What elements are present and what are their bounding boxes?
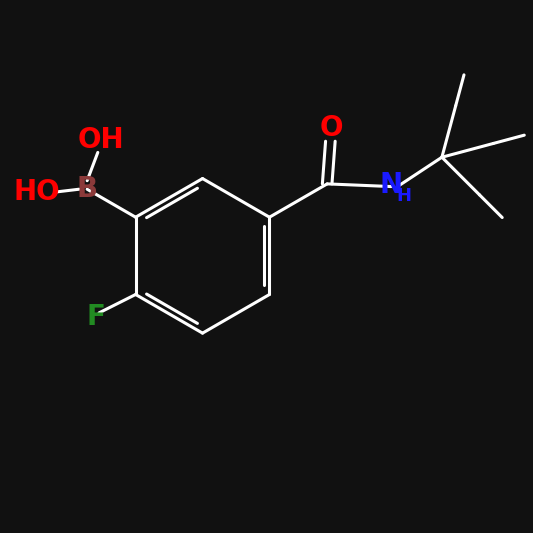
Text: H: H	[397, 187, 411, 205]
Text: OH: OH	[77, 126, 124, 154]
Text: HO: HO	[13, 178, 60, 206]
Text: N: N	[379, 172, 403, 199]
Text: O: O	[320, 114, 343, 142]
Text: F: F	[87, 303, 106, 331]
Text: B: B	[77, 175, 98, 203]
